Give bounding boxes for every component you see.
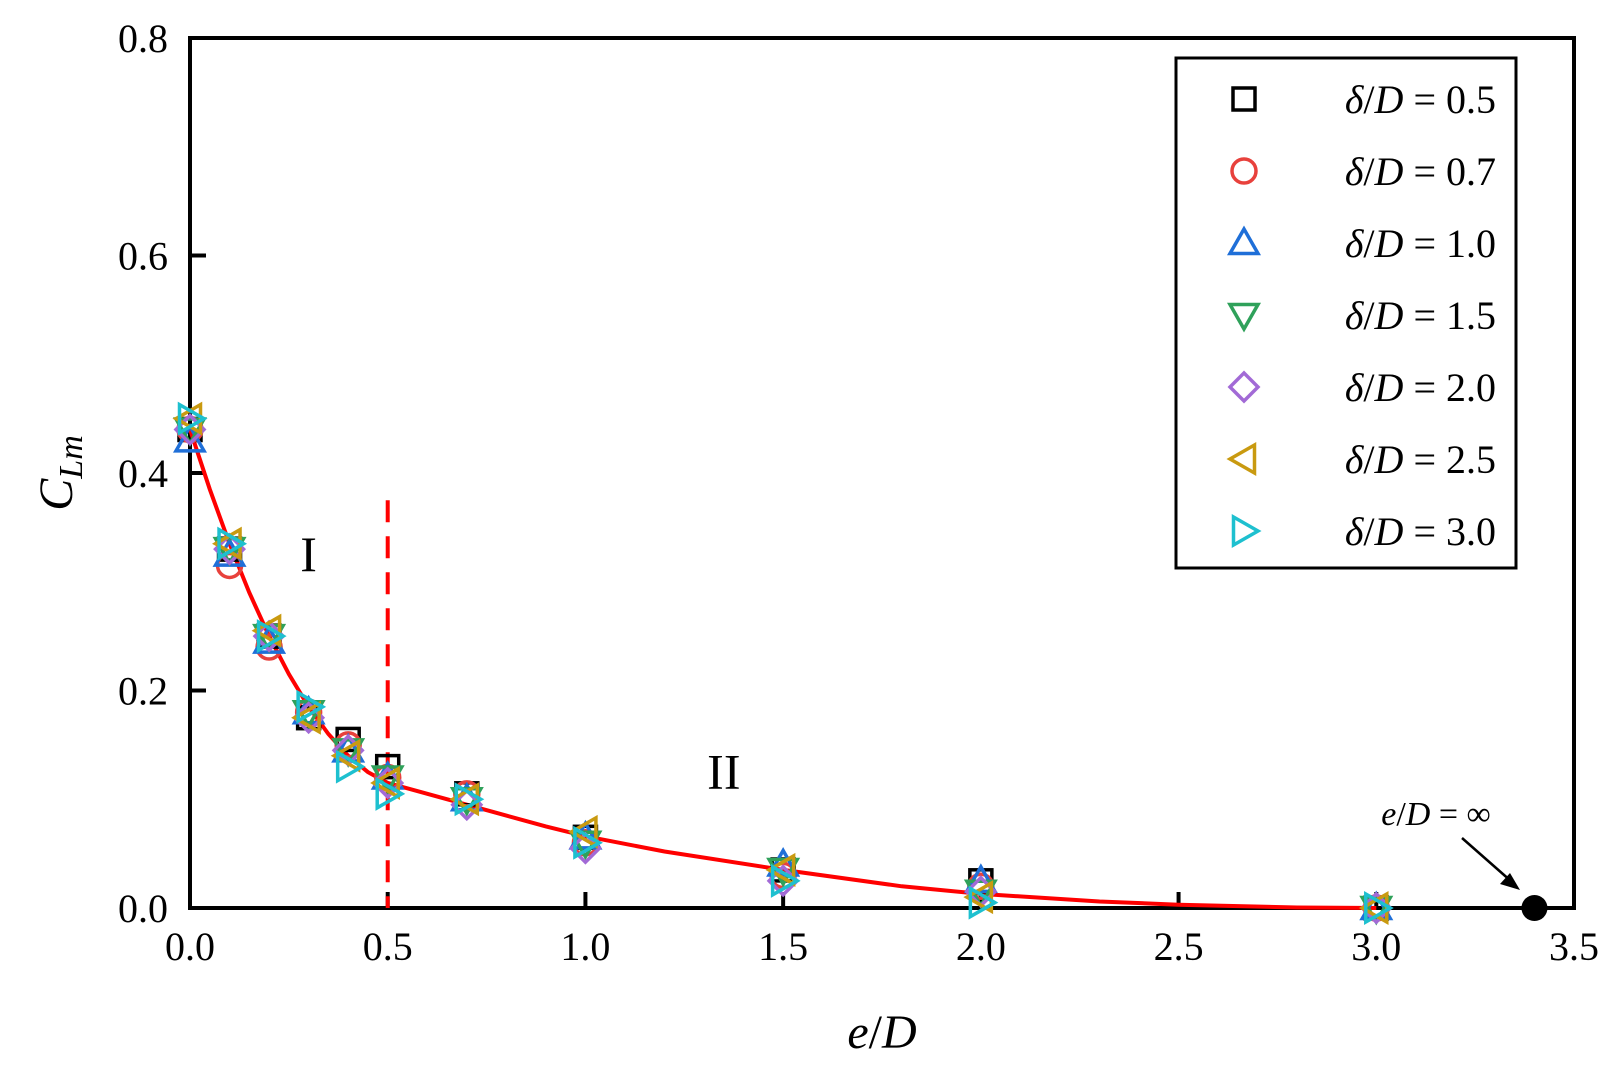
data-point <box>963 880 994 915</box>
data-point <box>251 613 282 648</box>
y-tick-label: 0.6 <box>118 234 168 279</box>
legend-marker <box>1230 157 1258 185</box>
legend-label: δ/D = 3.0 <box>1345 509 1496 554</box>
data-point <box>370 765 400 800</box>
legend-label: δ/D = 2.0 <box>1345 365 1496 410</box>
region-label: I <box>300 526 317 582</box>
legend-box <box>1174 56 1518 570</box>
region-label: II <box>707 743 740 799</box>
x-tick-label: 1.0 <box>560 924 610 969</box>
data-point <box>766 846 801 877</box>
data-point <box>454 782 485 817</box>
infinity-arrow <box>1461 837 1513 883</box>
svg-text:CLm: CLm <box>30 435 90 510</box>
legend-label: δ/D = 0.7 <box>1345 149 1496 194</box>
y-tick-label: 0.4 <box>118 451 168 496</box>
legend-marker <box>1231 86 1257 112</box>
legend-marker <box>1227 370 1261 404</box>
data-point <box>1359 895 1394 926</box>
y-axis-title: CLm <box>30 435 90 510</box>
region-labels: III <box>300 526 740 800</box>
x-tick-label: 0.5 <box>363 924 413 969</box>
y-tick-label: 0.8 <box>118 16 168 61</box>
infinity-point <box>1521 895 1548 921</box>
data-point <box>256 619 287 654</box>
data-point <box>217 526 248 561</box>
legend-marker <box>1231 513 1262 549</box>
x-tick-label: 3.0 <box>1351 924 1401 969</box>
legend-label: δ/D = 0.5 <box>1345 77 1496 122</box>
data-point <box>770 863 801 898</box>
data-point <box>968 885 999 920</box>
legend-marker <box>1226 225 1262 256</box>
legend-label: δ/D = 2.5 <box>1345 437 1496 482</box>
legend-label: δ/D = 1.0 <box>1345 221 1496 266</box>
data-point <box>212 536 247 567</box>
data-point <box>963 863 998 894</box>
data-point <box>177 401 208 436</box>
y-tick-label: 0.0 <box>118 886 168 931</box>
data-point <box>335 749 366 784</box>
x-tick-label: 3.5 <box>1549 924 1599 969</box>
x-tick-label: 2.0 <box>956 924 1006 969</box>
infinity-annotation: e/D = ∞ <box>1381 796 1548 921</box>
x-tick-label: 1.5 <box>758 924 808 969</box>
y-tick-label: 0.2 <box>118 669 168 714</box>
x-tick-label: 2.5 <box>1154 924 1204 969</box>
data-point <box>1364 890 1394 926</box>
data-point <box>296 689 327 724</box>
data-point <box>765 852 796 887</box>
data-point <box>567 814 598 849</box>
data-point <box>252 623 287 654</box>
legend-label: δ/D = 1.5 <box>1345 293 1496 338</box>
data-point <box>291 700 321 735</box>
tick-labels: 0.0 0.5 1.0 1.5 2.0 2.5 3.0 3.5 0.0 0.2 0.4 0.6 0.8 <box>118 16 1599 969</box>
infinity-arrowhead <box>1500 873 1520 890</box>
x-axis-title: e/D <box>847 1006 916 1059</box>
infinity-label: e/D = ∞ <box>1381 796 1491 833</box>
data-point <box>573 825 603 860</box>
legend: δ/D = 0.5 δ/D = 0.7 δ/D = 1.0 δ/D = 1.5 δ/D … <box>1174 56 1518 570</box>
data-markers <box>172 401 1394 926</box>
legend-marker <box>1226 302 1262 333</box>
data-point <box>330 738 361 773</box>
legend-marker <box>1226 441 1257 477</box>
data-point <box>375 776 406 811</box>
fit-curve <box>188 428 1377 910</box>
x-tick-label: 0.0 <box>165 924 215 969</box>
